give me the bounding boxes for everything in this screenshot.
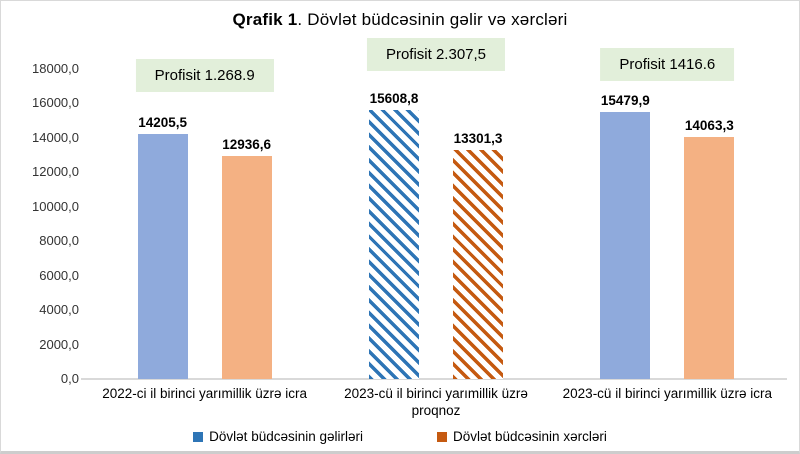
x-axis-labels: 2022-ci il birinci yarımillik üzrə icra … [89, 385, 783, 419]
y-axis-tick: 10000,0 [32, 198, 79, 214]
chart-title-number: Qrafik 1 [232, 10, 298, 29]
bar-wrap: 14063,3 [684, 69, 735, 379]
y-axis-tick: 2000,0 [39, 336, 79, 352]
income-bar [137, 134, 188, 379]
bar-group-2023-icra: Profisit 1416.6 15479,9 14063,3 [552, 48, 783, 379]
annotation-profisit-2: Profisit 2.307,5 [366, 38, 506, 71]
x-axis-line [81, 378, 787, 380]
chart-title-text: . Dövlət büdcəsinin gəlir və xərcləri [297, 10, 568, 29]
bar-value-label: 12936,6 [222, 137, 272, 153]
bar-group-2022-icra: Profisit 1.268.9 14205,5 12936,6 [89, 59, 320, 379]
expense-legend-swatch-icon [437, 431, 447, 442]
bar-wrap: 13301,3 [452, 69, 503, 379]
income-bar [600, 112, 651, 379]
y-axis-tick: 6000,0 [39, 267, 79, 283]
income-legend-swatch-icon [193, 431, 204, 442]
y-axis-tick: 18000,0 [32, 61, 79, 76]
plot-area: Profisit 1.268.9 14205,5 12936,6 Profisi… [89, 38, 783, 379]
annotation-profisit-3: Profisit 1416.6 [600, 48, 735, 81]
chart-title: Qrafik 1. Dövlət büdcəsinin gəlir və xər… [1, 10, 799, 30]
bar-wrap: 12936,6 [221, 69, 272, 379]
legend-item-expense: Dövlət büdcəsinin xərcləri [437, 429, 607, 444]
income-bar-hatched [368, 110, 419, 379]
y-axis-tick: 4000,0 [39, 302, 79, 318]
bar-wrap: 15608,8 [368, 69, 419, 379]
category-label-2022-icra: 2022-ci il birinci yarımillik üzrə icra [102, 386, 308, 401]
bar-value-label: 15479,9 [600, 93, 650, 109]
bar-value-label: 14205,5 [138, 115, 188, 131]
legend-label: Dövlət büdcəsinin gəlirləri [209, 429, 363, 444]
legend-item-income: Dövlət büdcəsinin gəlirləri [193, 429, 363, 444]
legend: Dövlət büdcəsinin gəlirləri Dövlət büdcə… [1, 429, 799, 444]
annotation-profisit-1: Profisit 1.268.9 [135, 59, 274, 92]
y-axis-tick: 16000,0 [32, 95, 79, 111]
category-label-2023-icra: 2023-cü il birinci yarımillik üzrə icra [562, 386, 772, 401]
bar-wrap: 14205,5 [137, 69, 188, 379]
y-axis-tick: 12000,0 [32, 164, 79, 180]
bar-value-label: 15608,8 [369, 91, 419, 107]
category-label-2023-proqnoz: 2023-cü il birinci yarımillik üzrə proqn… [344, 386, 528, 418]
y-axis-tick: 14000,0 [32, 129, 79, 145]
y-axis-tick: 8000,0 [39, 233, 79, 249]
expense-bar [684, 136, 735, 379]
bar-value-label: 13301,3 [453, 130, 503, 146]
bar-wrap: 15479,9 [600, 69, 651, 379]
expense-bar [221, 156, 272, 379]
y-axis-tick: 0,0 [60, 371, 79, 386]
bar-value-label: 14063,3 [684, 117, 734, 133]
expense-bar-hatched [452, 149, 503, 379]
bar-group-2023-proqnoz: Profisit 2.307,5 15608,8 13301,3 [320, 38, 551, 379]
legend-label: Dövlət büdcəsinin xərcləri [453, 429, 607, 444]
